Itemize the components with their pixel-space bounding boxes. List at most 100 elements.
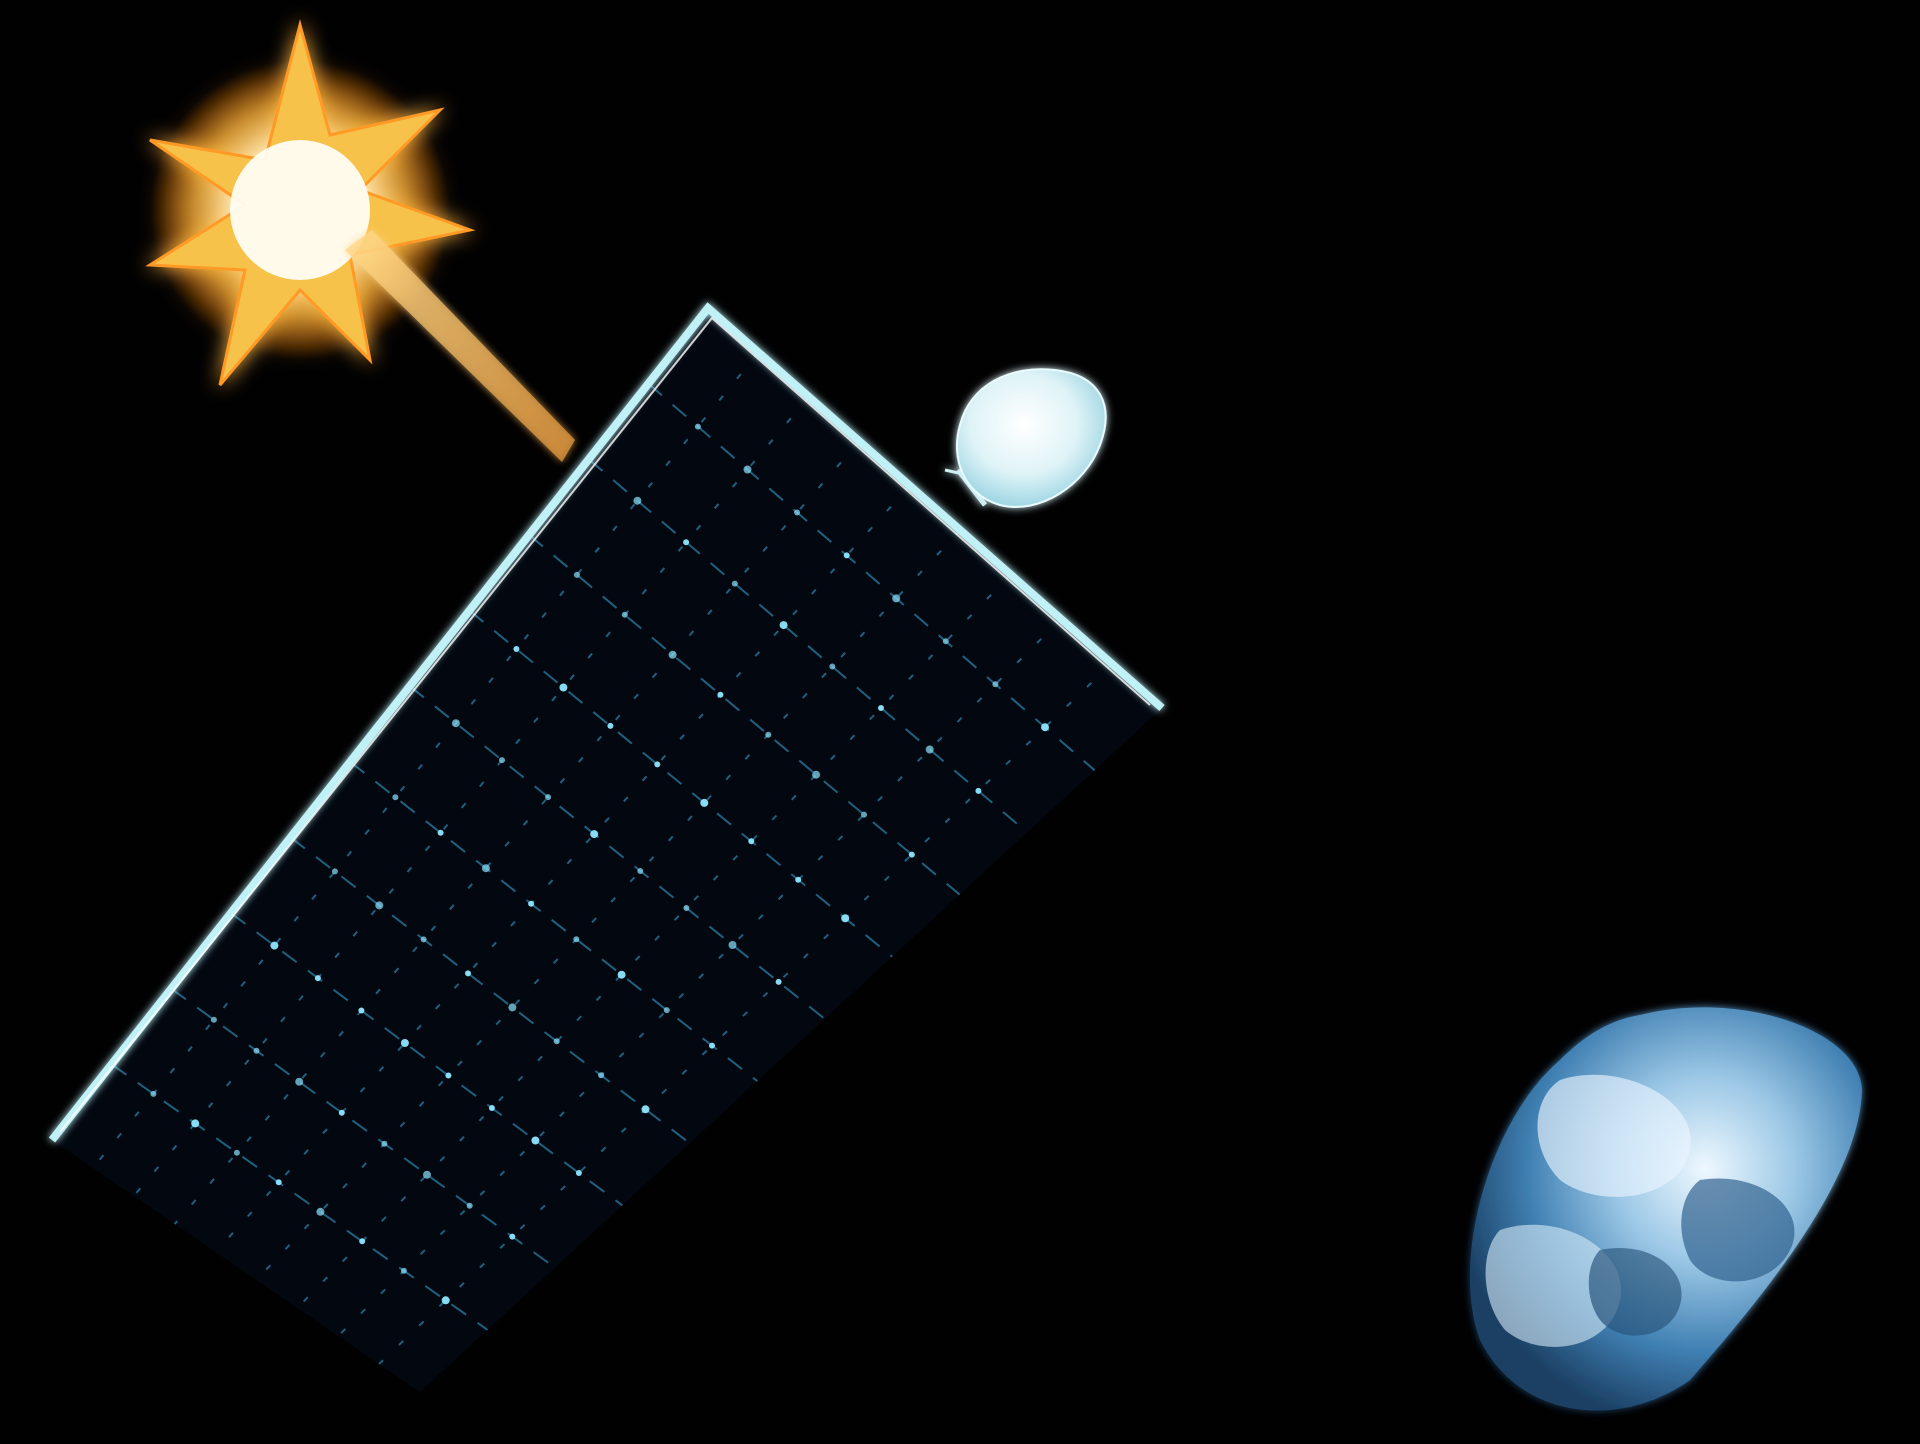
panel-light-node bbox=[270, 941, 279, 950]
panel-light-node bbox=[488, 1105, 495, 1111]
panel-light-node bbox=[338, 1109, 345, 1116]
panel-frame bbox=[48, 302, 1165, 1143]
panel-light-node bbox=[878, 705, 884, 711]
panel-light-node bbox=[925, 745, 934, 754]
panel-frame-inner bbox=[59, 316, 1151, 1133]
panel-light-node bbox=[358, 1007, 365, 1014]
panel-light-node bbox=[210, 1016, 217, 1023]
panel-light-node bbox=[381, 1140, 388, 1147]
panel-grid-line bbox=[214, 485, 911, 1253]
panel-light-node bbox=[717, 691, 724, 698]
solar-panel-array bbox=[48, 302, 1165, 1392]
energy-beam bbox=[345, 230, 575, 462]
panel-light-node bbox=[633, 496, 642, 505]
panel-light-node bbox=[392, 794, 399, 801]
panel-grid-line bbox=[133, 396, 810, 1197]
panel-grid-line bbox=[349, 761, 758, 1082]
panel-light-node bbox=[748, 838, 755, 845]
panel-light-node bbox=[942, 638, 949, 645]
panel-light-node bbox=[709, 1042, 715, 1049]
panel-light-node bbox=[420, 936, 427, 943]
panel-light-node bbox=[314, 975, 321, 982]
panel-light-node bbox=[683, 539, 690, 546]
panel-light-node bbox=[465, 970, 471, 977]
panel-light-node bbox=[992, 681, 999, 688]
panel-light-node bbox=[683, 905, 690, 911]
panel-light-node bbox=[437, 829, 444, 836]
panel-light-node bbox=[641, 1105, 650, 1114]
panel-light-node bbox=[843, 552, 850, 559]
starburst-icon bbox=[145, 19, 476, 386]
panel-light-node bbox=[509, 1233, 516, 1240]
panel-light-node bbox=[400, 1267, 407, 1274]
panel-light-node bbox=[441, 1296, 450, 1305]
panel-grid-line bbox=[289, 836, 691, 1145]
panel-grid-line bbox=[230, 912, 623, 1207]
panel-light-node bbox=[375, 901, 384, 910]
panel-light-node bbox=[275, 1179, 282, 1186]
panel-light-node bbox=[499, 757, 505, 764]
panel-light-node bbox=[191, 1119, 200, 1128]
panel-light-node bbox=[663, 1007, 670, 1014]
panel-light-node bbox=[400, 1039, 409, 1047]
panel-grid-line bbox=[409, 685, 826, 1020]
panel-light-node bbox=[812, 770, 821, 779]
panel-light-node bbox=[253, 1047, 260, 1054]
panel-light-node bbox=[621, 611, 628, 618]
panel-grid-line bbox=[170, 987, 556, 1269]
panel-light-node bbox=[553, 1038, 560, 1045]
panel-light-node bbox=[829, 663, 836, 670]
panel-light-node bbox=[150, 1090, 157, 1097]
panel-light-node bbox=[545, 794, 552, 801]
panel-light-node bbox=[575, 1170, 582, 1176]
panel-light-node bbox=[617, 970, 626, 979]
panel-grid-line bbox=[378, 662, 1113, 1365]
panel-light-node bbox=[590, 830, 599, 839]
satellite-module bbox=[944, 368, 1107, 508]
panel-light-node bbox=[794, 509, 801, 516]
panel-light-node bbox=[531, 1136, 540, 1145]
panel-light-node bbox=[700, 798, 709, 807]
panel-light-node bbox=[892, 594, 901, 603]
panel-light-node bbox=[731, 580, 738, 587]
panel-grid-line bbox=[337, 618, 1062, 1337]
panel-light-node bbox=[528, 900, 535, 907]
panel-grid-line bbox=[255, 529, 961, 1281]
panel-light-node bbox=[841, 914, 850, 923]
panel-light-node bbox=[694, 423, 701, 430]
panel-light-node bbox=[775, 978, 782, 985]
panel-light-node bbox=[508, 1003, 517, 1012]
panel-light-node bbox=[668, 650, 677, 659]
panel-light-node bbox=[607, 722, 614, 729]
panel-light-node bbox=[513, 646, 520, 652]
panel-light-node bbox=[598, 1072, 605, 1079]
panel-light-node bbox=[795, 876, 802, 883]
panel-grid-line bbox=[468, 609, 893, 958]
panel-light-node bbox=[316, 1207, 325, 1216]
panel-light-node bbox=[908, 851, 915, 858]
panel-grid-line bbox=[296, 573, 1012, 1309]
panel-light-node bbox=[861, 811, 867, 818]
panel-light-node bbox=[765, 731, 772, 738]
panel-light-node bbox=[481, 864, 490, 873]
earth bbox=[1469, 1007, 1862, 1411]
panel-grid-line bbox=[111, 1063, 489, 1331]
panel-body bbox=[52, 308, 1162, 1392]
panel-light-node bbox=[1041, 723, 1049, 732]
panel-light-node bbox=[451, 719, 460, 728]
panel-light-node bbox=[573, 571, 580, 578]
panel-light-node bbox=[445, 1072, 452, 1079]
panel-light-node bbox=[466, 1202, 473, 1209]
panel-light-node bbox=[359, 1238, 366, 1245]
panel-light-node bbox=[743, 465, 752, 474]
panel-light-node bbox=[573, 936, 580, 943]
panel-light-node bbox=[637, 868, 644, 874]
panel-light-node bbox=[654, 761, 661, 768]
panel-light-node bbox=[975, 787, 982, 794]
panel-grid-line bbox=[173, 440, 861, 1225]
panel-light-node bbox=[728, 941, 737, 949]
panel-light-node bbox=[295, 1077, 304, 1086]
panel-light-node bbox=[331, 868, 338, 875]
